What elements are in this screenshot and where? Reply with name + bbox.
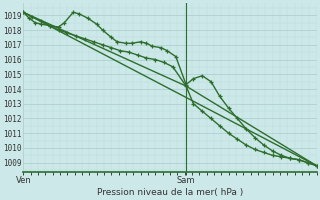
X-axis label: Pression niveau de la mer( hPa ): Pression niveau de la mer( hPa ) xyxy=(97,188,243,197)
